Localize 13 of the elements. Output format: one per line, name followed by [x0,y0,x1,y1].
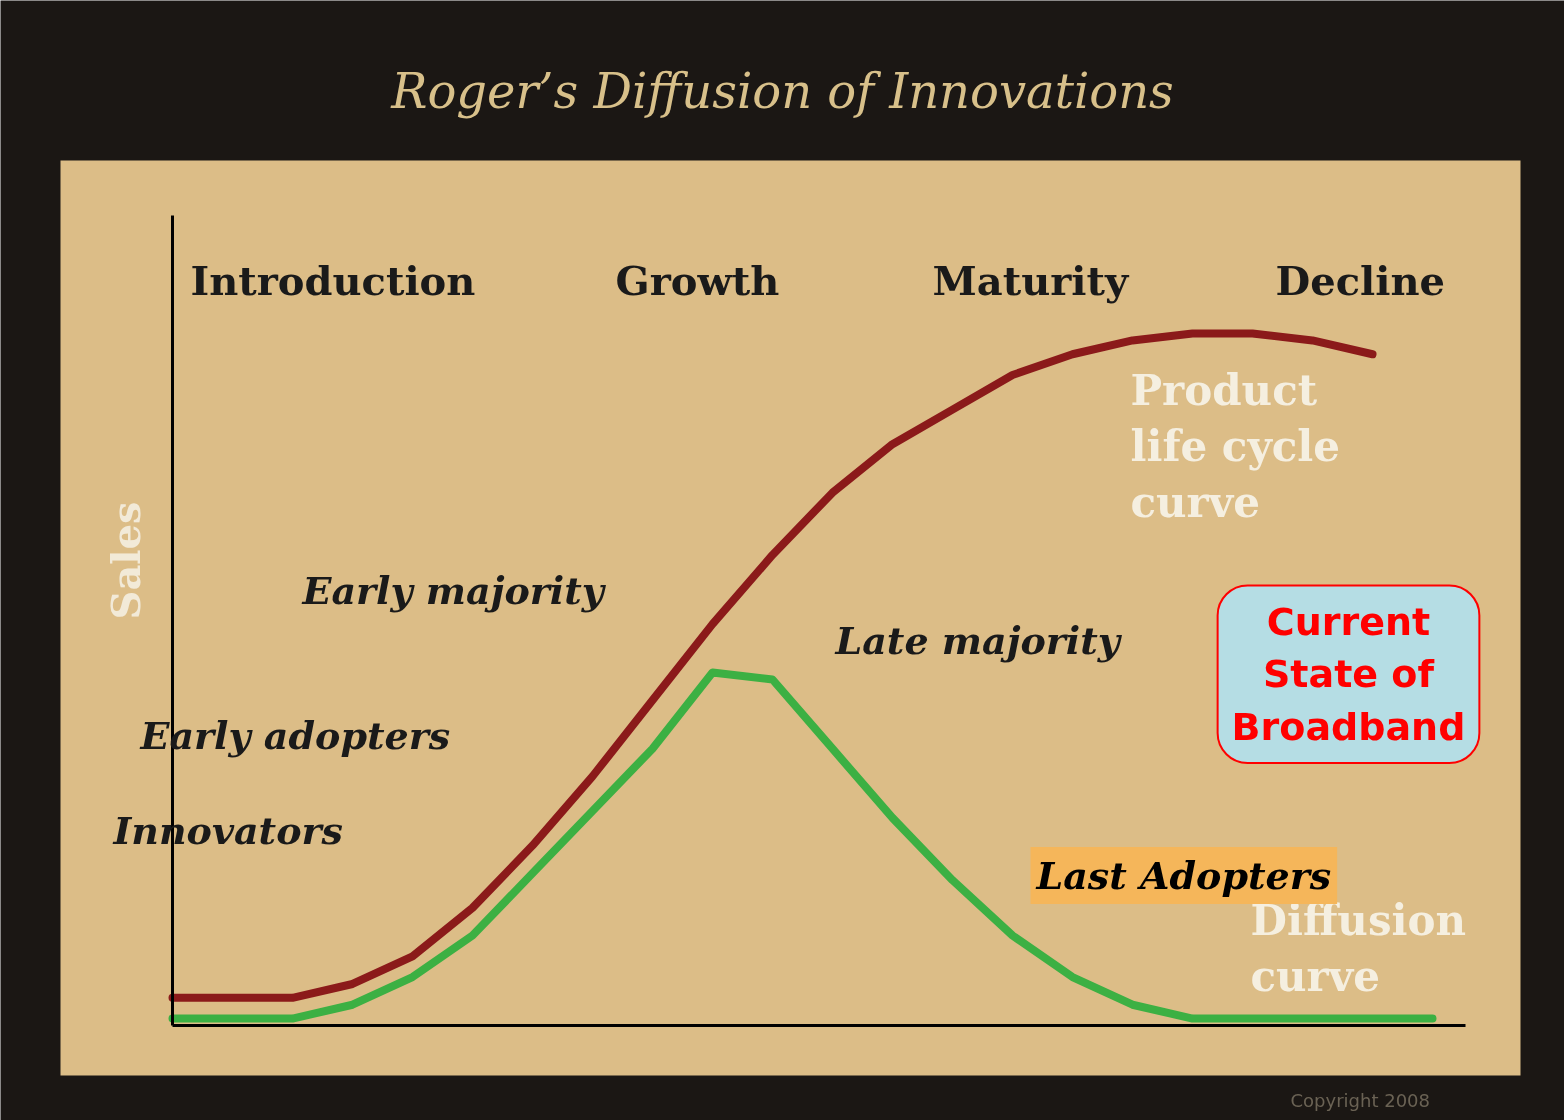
text: Growth [615,257,780,304]
annotation: Current State of Broadband [1231,599,1466,750]
text: Copyright 2008 [1290,1090,1430,1111]
text: Maturity [932,257,1130,304]
series-label: Product life cycle curve [1130,365,1341,528]
chart-title: Roger’s Diffusion of Innovations [390,62,1174,119]
text: Decline [1275,257,1445,304]
annotation: Early majority [301,568,607,613]
series-label: Diffusion curve [1250,895,1467,1001]
annotation: Late majority [834,618,1123,663]
y-axis-title: Sales [102,501,149,620]
text: Introduction [190,257,476,304]
annotation: Last Adopters [1035,853,1332,898]
